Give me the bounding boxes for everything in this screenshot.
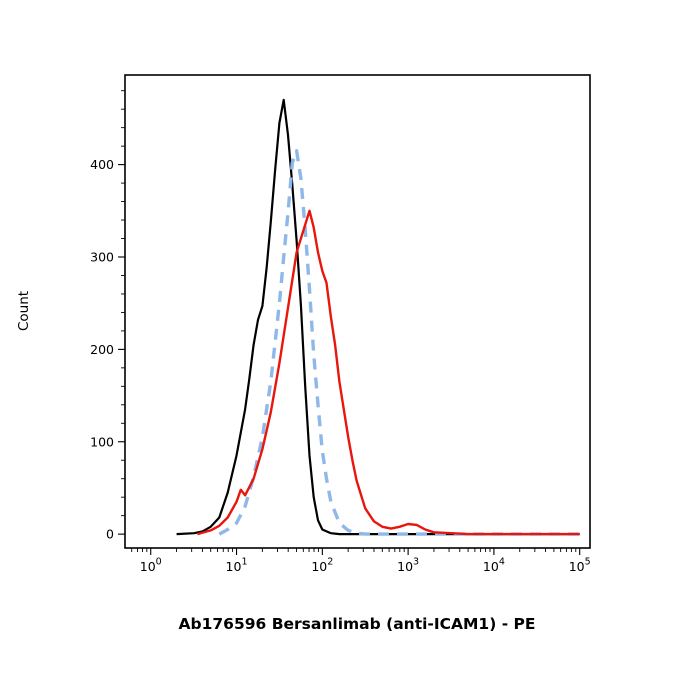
x-tick-label: 105: [569, 557, 591, 575]
y-tick-label: 300: [90, 249, 114, 264]
y-axis-label: Count: [16, 291, 32, 331]
axis-ticks: [118, 90, 581, 555]
axis-tick-labels: 100 101 102 103 104 105 0 100 200 300 400: [90, 157, 591, 574]
series-black-solid-line: [176, 98, 580, 536]
y-tick-label: 200: [90, 342, 114, 357]
plot-frame: [124, 74, 591, 549]
y-tick-label: 0: [106, 527, 114, 542]
x-tick-label: 102: [311, 557, 333, 575]
series-lines: [176, 98, 580, 536]
series-blue-dashed-line: [218, 149, 580, 536]
chart-title: Ab176596 Bersanlimab (anti-ICAM1) - PE: [179, 615, 536, 633]
series-red-solid-line: [197, 209, 580, 536]
y-tick-label: 400: [90, 157, 114, 172]
x-tick-label: 101: [226, 557, 248, 575]
x-tick-label: 104: [483, 557, 505, 575]
plot-area: 100 101 102 103 104 105 0 100 200 300 400: [90, 74, 591, 574]
x-tick-label: 103: [397, 557, 419, 575]
y-tick-label: 100: [90, 434, 114, 449]
x-tick-label: 100: [140, 557, 162, 575]
